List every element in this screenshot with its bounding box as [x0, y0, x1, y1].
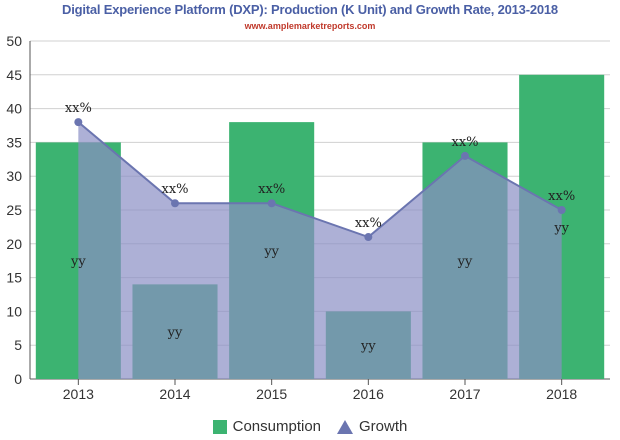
legend-label-consumption: Consumption — [232, 418, 322, 435]
growth-point-2014 — [171, 199, 179, 208]
legend-label-growth: Growth — [359, 418, 408, 435]
y-tick-label-50: 50 — [6, 33, 22, 49]
legend-item-consumption[interactable]: Consumption — [212, 418, 322, 435]
growth-point-2017 — [461, 151, 469, 160]
x-tick-label-2017: 2017 — [449, 386, 480, 402]
growth-label-2017: xx% — [451, 135, 478, 150]
y-tick-label-40: 40 — [6, 101, 22, 117]
growth-point-2016 — [364, 233, 373, 242]
legend-swatch-growth — [337, 419, 354, 434]
growth-point-2018 — [557, 206, 566, 214]
y-tick-label-15: 15 — [6, 270, 22, 286]
legend-swatch-consumption — [212, 419, 227, 434]
growth-label-2013: xx% — [65, 101, 92, 116]
chart-legend: Consumption Growth — [0, 418, 620, 435]
growth-area — [78, 122, 562, 380]
bar-label-2017: yy — [457, 255, 473, 270]
growth-point-2013 — [74, 118, 83, 127]
chart-subtitle: www.amplemarketreports.com — [244, 21, 376, 31]
x-tick-label-2016: 2016 — [353, 386, 384, 402]
growth-point-2015 — [267, 199, 276, 208]
y-tick-label-20: 20 — [6, 236, 22, 252]
y-tick-label-10: 10 — [6, 303, 22, 319]
x-tick-label-2013: 2013 — [63, 386, 94, 402]
growth-label-2016: xx% — [355, 216, 382, 231]
growth-line — [77, 121, 563, 239]
y-tick-label-35: 35 — [6, 134, 22, 150]
x-tick-label-2014: 2014 — [159, 386, 190, 402]
legend-item-growth[interactable]: Growth — [337, 418, 407, 435]
growth-label-2014: xx% — [161, 182, 188, 197]
y-tick-label-5: 5 — [14, 337, 22, 353]
chart-title: Digital Experience Platform (DXP): Produ… — [62, 2, 558, 17]
x-tick-label-2018: 2018 — [546, 386, 577, 402]
bar-label-2013: yy — [70, 255, 86, 270]
bar-label-2014: yy — [167, 326, 183, 341]
bar-label-2015: yy — [263, 245, 279, 260]
bar-label-2016: yy — [360, 339, 376, 354]
y-tick-label-0: 0 — [14, 371, 22, 387]
y-tick-label-45: 45 — [6, 67, 22, 83]
growth-label-2018: xx% — [548, 189, 575, 204]
growth-label-2015: xx% — [258, 182, 285, 197]
y-tick-label-25: 25 — [6, 202, 22, 218]
y-tick-label-30: 30 — [6, 168, 22, 184]
bar-label-2018: yy — [553, 221, 569, 236]
x-tick-label-2015: 2015 — [256, 386, 287, 402]
